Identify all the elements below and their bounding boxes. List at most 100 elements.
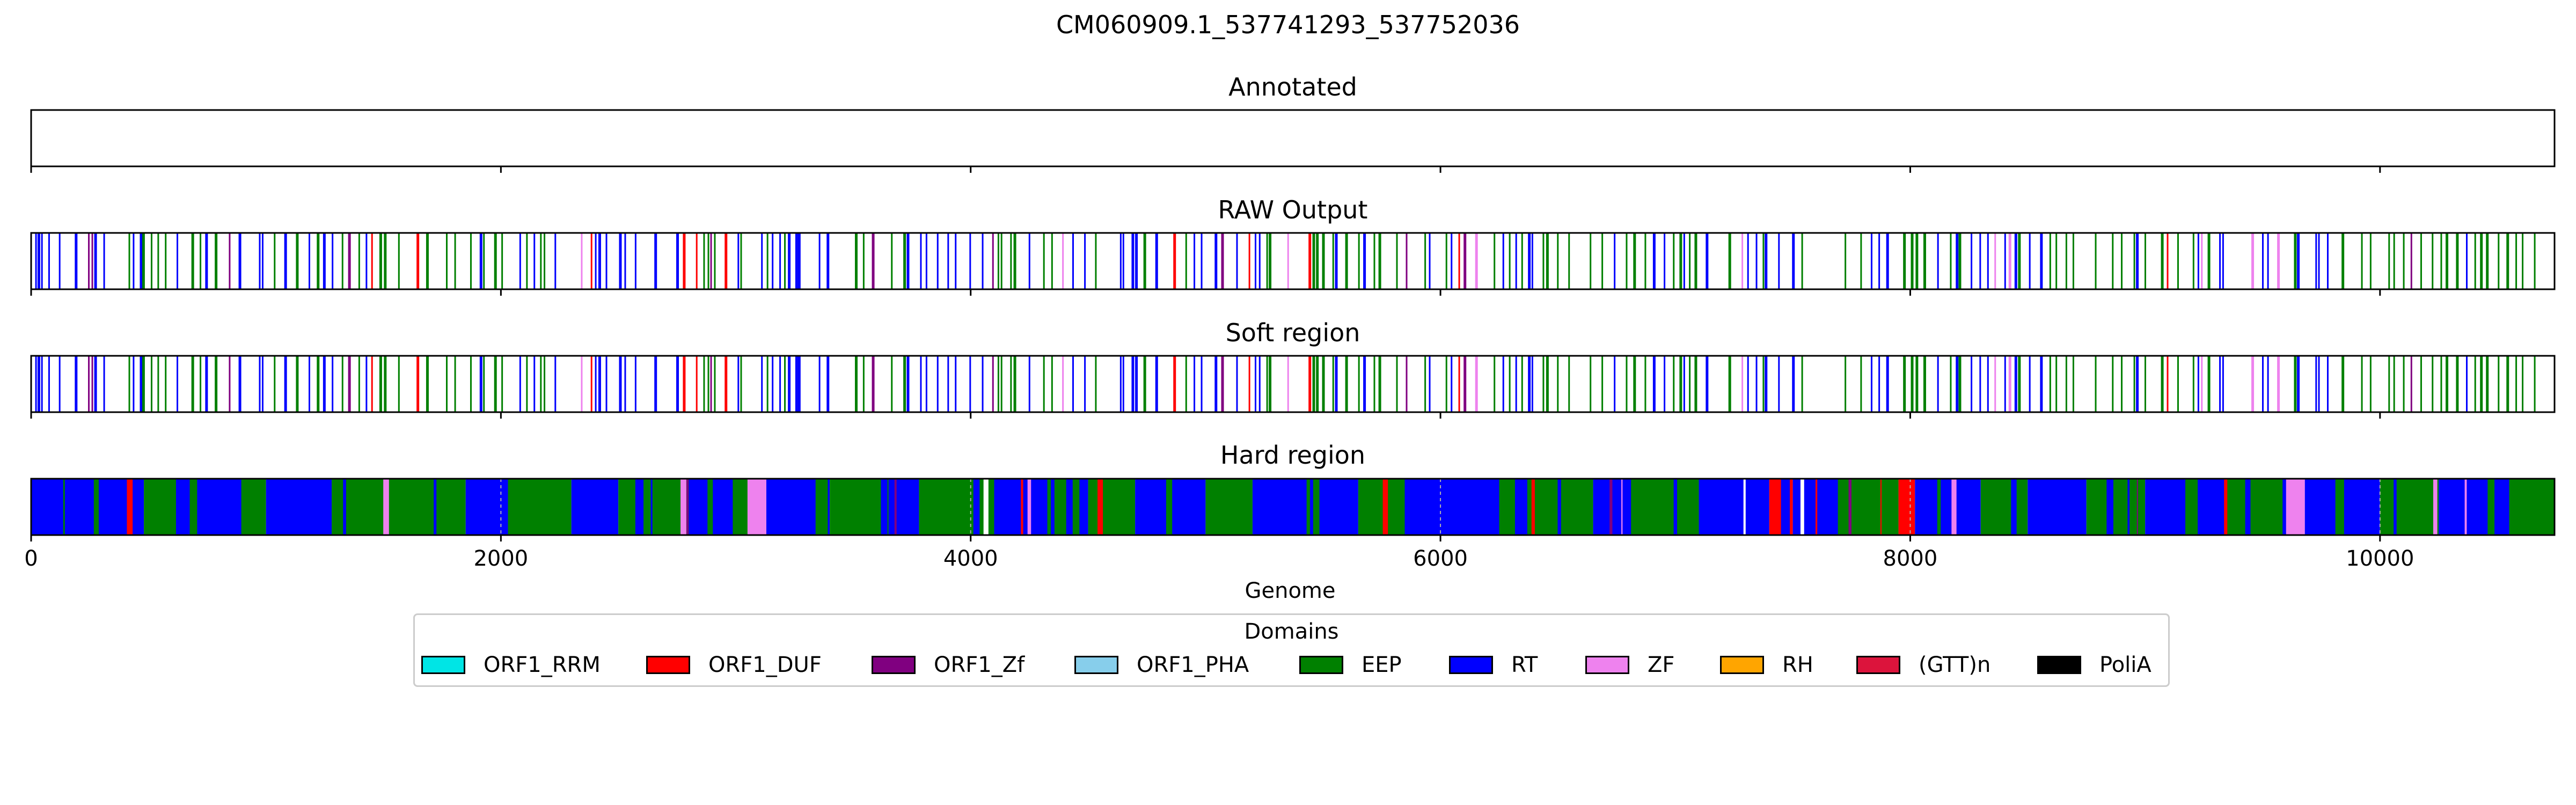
domain-region <box>434 479 437 535</box>
domain-region <box>983 479 989 535</box>
domain-region <box>343 479 346 535</box>
legend-entry: (GTT)n <box>1856 653 2037 677</box>
legend-label: ORF1_DUF <box>708 653 822 677</box>
legend-swatch <box>646 656 690 674</box>
domain-region <box>894 479 897 535</box>
domain-region <box>2106 479 2113 535</box>
domain-region <box>31 479 144 535</box>
domain-region <box>2439 479 2509 535</box>
panel-frame <box>30 109 2556 167</box>
domain-region <box>1781 479 1790 535</box>
panel-soft-region: Soft region <box>30 318 2556 419</box>
x-tick-label: 10000 <box>2346 546 2414 571</box>
domain-region <box>2227 479 2286 535</box>
panel-title: RAW Output <box>1218 195 1368 224</box>
x-tick-label: 6000 <box>1413 546 1468 571</box>
x-tick-label: 0 <box>24 546 38 571</box>
domain-region <box>994 479 1088 535</box>
domain-region <box>2185 479 2198 535</box>
domain-region <box>2282 479 2288 535</box>
domain-region <box>973 479 980 535</box>
domain-region <box>2086 479 2146 535</box>
domain-region <box>2394 479 2397 535</box>
domain-region <box>686 479 689 535</box>
domain-region <box>1800 479 1804 535</box>
domain-region <box>1088 479 1136 535</box>
domain-region <box>1358 479 1406 535</box>
domain-region <box>1557 479 1561 535</box>
domain-region <box>1021 479 1023 535</box>
domain-region <box>465 479 508 535</box>
domain-region <box>1699 479 1769 535</box>
domain-region <box>618 479 689 535</box>
domain-region <box>1514 479 1527 535</box>
domain-region <box>383 479 389 535</box>
legend-entry: ORF1_RRM <box>421 653 646 677</box>
legend-entry: PoliA <box>2037 653 2177 677</box>
domain-region <box>888 479 919 535</box>
domain-region <box>93 479 99 535</box>
legend-swatch <box>421 656 465 674</box>
panel-frame <box>30 355 2556 413</box>
domain-region <box>2464 479 2467 535</box>
legend-swatch <box>1299 656 1343 674</box>
legend-entry: ZF <box>1585 653 1720 677</box>
domain-region <box>242 479 266 535</box>
legend-entry: RH <box>1720 653 1856 677</box>
domain-region <box>1097 479 1103 535</box>
panels: Annotated RAW Output Soft region Hard regio… <box>24 72 2556 571</box>
domain-region <box>1047 479 1051 535</box>
domain-region <box>1313 479 1320 535</box>
domain-region <box>2245 479 2251 535</box>
domain-region <box>1609 479 1613 535</box>
domain-region <box>144 479 182 535</box>
domain-region <box>1621 479 1623 535</box>
domain-region <box>747 479 766 535</box>
domain-region <box>736 479 748 535</box>
panel-frame <box>30 232 2556 290</box>
panel-raw-output: RAW Output <box>30 195 2556 296</box>
domain-region <box>919 479 994 535</box>
legend-entry: RT <box>1449 653 1585 677</box>
domain-region <box>508 479 572 535</box>
domain-region <box>63 479 65 535</box>
legend-entry: ORF1_PHA <box>1074 653 1299 677</box>
legend-entry: EEP <box>1299 653 1449 677</box>
domain-region <box>1743 479 1746 535</box>
domain-region <box>127 479 133 535</box>
domain-region <box>175 479 184 535</box>
domain-region <box>1252 479 1358 535</box>
panel-hard-region: Hard region 0 2000 4000 6000 8000 10000 <box>24 441 2556 571</box>
x-tick-label: 2000 <box>473 546 528 571</box>
legend-label: RH <box>1782 653 1813 677</box>
legend-swatch <box>872 656 916 674</box>
legend-entry: ORF1_Zf <box>872 653 1074 677</box>
domain-region <box>2487 479 2495 535</box>
domain-region <box>1405 479 1499 535</box>
domain-region <box>1027 479 1031 535</box>
domain-region <box>1166 479 1173 535</box>
legend-items: ORF1_RRM ORF1_DUF ORF1_Zf ORF1_PHA EEP RT ZF RH… <box>421 653 2177 677</box>
domain-region <box>1673 479 1678 535</box>
domain-region <box>2335 479 2344 535</box>
domain-region <box>1937 479 1941 535</box>
panel-title: Annotated <box>1228 72 1357 101</box>
domain-region <box>1499 479 1593 535</box>
legend-swatch <box>1585 656 1629 674</box>
legend-swatch <box>1449 656 1493 674</box>
domain-region <box>266 479 332 535</box>
panel-title: Hard region <box>1220 441 1365 470</box>
legend-title: Domains <box>1244 619 1339 644</box>
panel-annotated: Annotated <box>30 72 2556 173</box>
track-marks <box>35 233 2536 289</box>
figure-title: CM060909.1_537741293_537752036 <box>1056 10 1520 39</box>
domain-region <box>2011 479 2017 535</box>
legend-label: ORF1_Zf <box>934 653 1025 677</box>
domain-region <box>2224 479 2229 535</box>
legend-swatch <box>2037 656 2081 674</box>
domain-region <box>2028 479 2087 535</box>
domain-region <box>1531 479 1535 535</box>
track-marks <box>35 356 2536 412</box>
legend-swatch <box>1856 656 1900 674</box>
